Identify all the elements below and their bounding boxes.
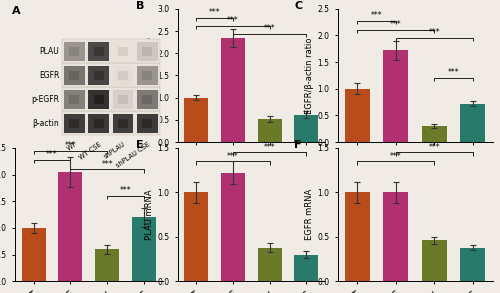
Text: A: A <box>12 6 20 16</box>
Bar <box>137 42 158 61</box>
Bar <box>118 71 128 80</box>
Bar <box>294 255 318 281</box>
Bar <box>88 114 109 132</box>
Text: ***: *** <box>264 24 276 33</box>
Text: WT CSE: WT CSE <box>78 141 102 160</box>
Bar <box>94 95 104 104</box>
Text: ***: *** <box>208 8 220 17</box>
Bar <box>88 42 109 61</box>
Bar <box>70 119 80 128</box>
Bar <box>70 71 80 80</box>
Bar <box>383 193 408 281</box>
Bar <box>422 240 447 281</box>
Text: ***: *** <box>428 143 440 152</box>
Bar <box>142 119 152 128</box>
Text: EGFR: EGFR <box>39 71 59 80</box>
Text: shPLAU: shPLAU <box>102 141 126 160</box>
Bar <box>142 47 152 56</box>
Bar <box>258 248 281 281</box>
Bar <box>94 47 104 56</box>
Text: WT: WT <box>66 141 78 152</box>
Bar <box>460 104 485 142</box>
Text: ***: *** <box>264 143 276 152</box>
Bar <box>113 114 134 132</box>
Y-axis label: PLAU/β-actin ratio: PLAU/β-actin ratio <box>146 38 154 113</box>
Bar <box>95 249 119 281</box>
Text: ***: *** <box>120 186 132 195</box>
Text: ***: *** <box>102 160 113 169</box>
Bar <box>221 173 245 281</box>
Text: PLAU: PLAU <box>40 47 59 56</box>
Bar <box>221 38 245 142</box>
Bar <box>62 87 160 111</box>
Bar <box>344 89 370 142</box>
Bar <box>58 172 82 281</box>
Bar <box>132 217 156 281</box>
Bar <box>118 47 128 56</box>
Bar <box>113 42 134 61</box>
Text: ***: *** <box>64 141 76 150</box>
Bar <box>70 47 80 56</box>
Bar <box>118 95 128 104</box>
Bar <box>137 90 158 109</box>
Bar <box>184 98 208 142</box>
Bar <box>137 66 158 85</box>
Y-axis label: EGFR mRNA: EGFR mRNA <box>306 189 314 240</box>
Text: ***: *** <box>46 150 58 159</box>
Bar <box>88 90 109 109</box>
Bar <box>113 90 134 109</box>
Bar <box>294 115 318 142</box>
Text: B: B <box>136 1 144 11</box>
Bar <box>118 119 128 128</box>
Bar <box>460 248 485 281</box>
Text: shPLAU CSE: shPLAU CSE <box>114 141 151 168</box>
Bar <box>64 90 84 109</box>
Text: ***: *** <box>428 28 440 38</box>
Bar <box>94 119 104 128</box>
Bar <box>70 95 80 104</box>
Bar <box>88 66 109 85</box>
Bar <box>64 66 84 85</box>
Bar <box>344 193 370 281</box>
Text: ***: *** <box>390 152 402 161</box>
Bar <box>22 228 46 281</box>
Bar <box>113 66 134 85</box>
Bar <box>142 95 152 104</box>
Text: E: E <box>136 140 144 150</box>
Y-axis label: PLAU mRNA: PLAU mRNA <box>146 189 154 240</box>
Text: ***: *** <box>370 11 382 20</box>
Bar <box>184 193 208 281</box>
Text: C: C <box>294 1 302 11</box>
Bar <box>258 119 281 142</box>
Text: ***: *** <box>227 152 238 161</box>
Bar <box>64 42 84 61</box>
Bar <box>94 71 104 80</box>
Bar <box>62 40 160 64</box>
Text: ***: *** <box>227 16 238 25</box>
Text: ***: *** <box>390 21 402 30</box>
Bar <box>137 114 158 132</box>
Y-axis label: EGFR/β-actin ratio: EGFR/β-actin ratio <box>306 37 314 114</box>
Bar <box>142 71 152 80</box>
Bar <box>422 126 447 142</box>
Bar <box>62 111 160 135</box>
Bar <box>64 114 84 132</box>
Bar <box>62 64 160 87</box>
Text: F: F <box>294 140 302 150</box>
Text: ***: *** <box>448 69 460 77</box>
Text: β-actin: β-actin <box>32 119 59 128</box>
Bar <box>383 50 408 142</box>
Text: p-EGFR: p-EGFR <box>31 95 59 104</box>
